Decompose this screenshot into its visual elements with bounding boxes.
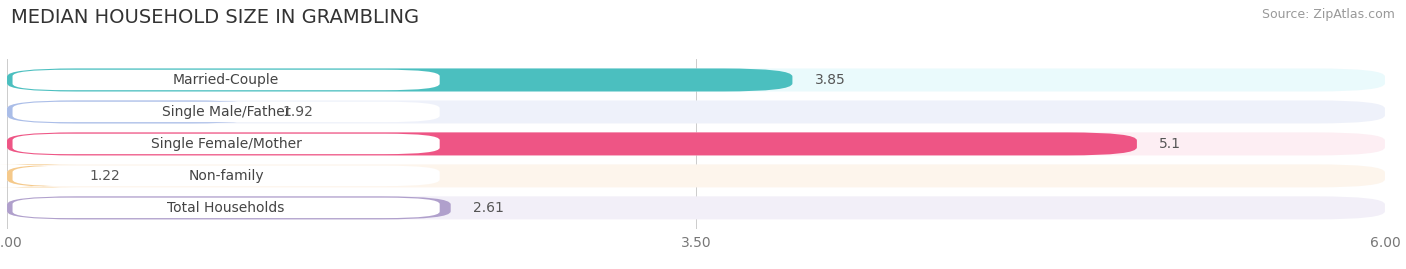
FancyBboxPatch shape [7,196,451,220]
Text: Married-Couple: Married-Couple [173,73,280,87]
FancyBboxPatch shape [0,164,76,187]
FancyBboxPatch shape [7,196,1385,220]
Text: Single Male/Father: Single Male/Father [162,105,291,119]
FancyBboxPatch shape [7,132,1385,155]
Text: Source: ZipAtlas.com: Source: ZipAtlas.com [1261,8,1395,21]
FancyBboxPatch shape [13,198,440,218]
FancyBboxPatch shape [13,70,440,90]
FancyBboxPatch shape [7,68,1385,91]
Text: 2.61: 2.61 [472,201,503,215]
Text: MEDIAN HOUSEHOLD SIZE IN GRAMBLING: MEDIAN HOUSEHOLD SIZE IN GRAMBLING [11,8,419,27]
Text: 3.85: 3.85 [814,73,845,87]
FancyBboxPatch shape [13,166,440,186]
FancyBboxPatch shape [7,100,1385,123]
FancyBboxPatch shape [7,164,1385,187]
FancyBboxPatch shape [7,68,793,91]
Text: 5.1: 5.1 [1159,137,1181,151]
Text: 1.92: 1.92 [283,105,314,119]
Text: Non-family: Non-family [188,169,264,183]
Text: Total Households: Total Households [167,201,285,215]
FancyBboxPatch shape [13,134,440,154]
Text: 1.22: 1.22 [90,169,121,183]
FancyBboxPatch shape [7,132,1137,155]
FancyBboxPatch shape [13,102,440,122]
FancyBboxPatch shape [7,100,260,123]
Text: Single Female/Mother: Single Female/Mother [150,137,301,151]
